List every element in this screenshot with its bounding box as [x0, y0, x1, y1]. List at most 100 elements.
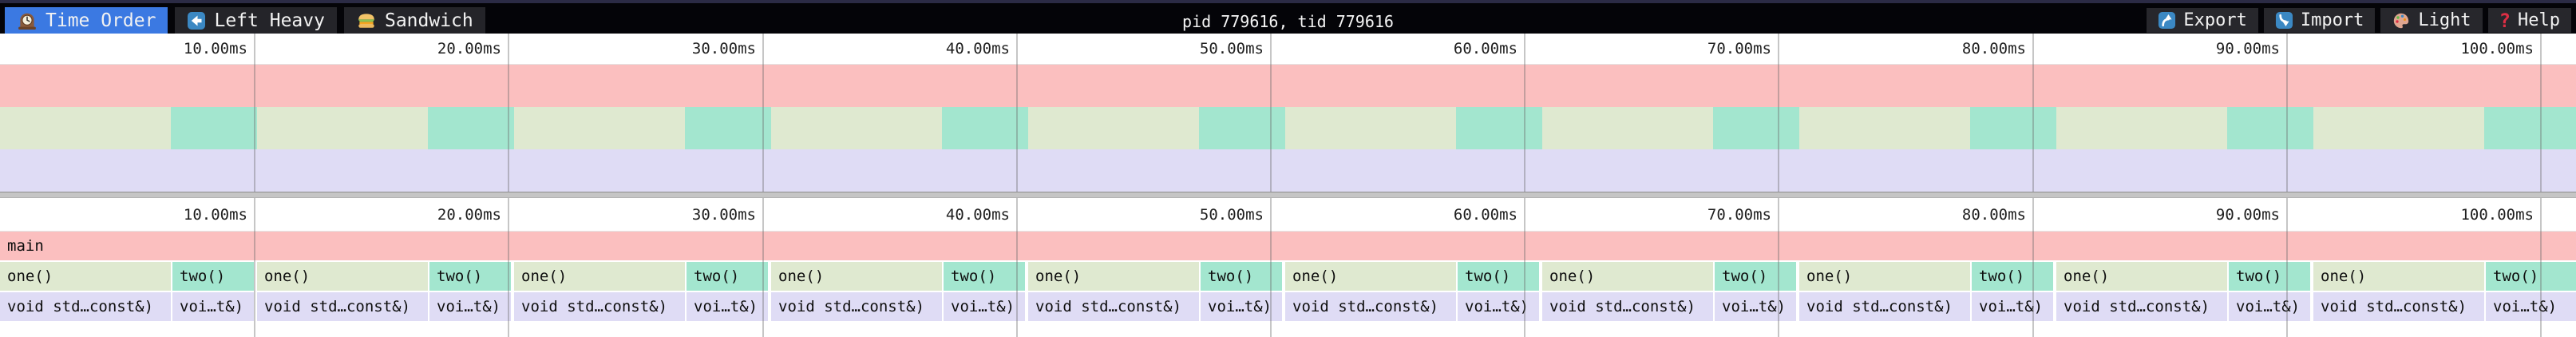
- frame-one[interactable]: one(): [771, 262, 942, 291]
- frame-one-label: one(): [7, 268, 53, 285]
- frame-one-child[interactable]: void std…const&): [771, 292, 942, 321]
- minimap-frame-one[interactable]: [1028, 107, 1199, 149]
- frame-two[interactable]: two(): [944, 262, 1025, 291]
- minimap-frame-two[interactable]: [428, 107, 514, 149]
- frame-two[interactable]: two(): [1715, 262, 1796, 291]
- frame-two-child[interactable]: voi…t&): [429, 292, 511, 321]
- frame-one-child[interactable]: void std…const&): [257, 292, 428, 321]
- minimap-frame-two[interactable]: [2484, 107, 2576, 149]
- minimap[interactable]: 10.00ms 20.00ms 30.00ms 40.00ms 50.00ms 60.00…: [0, 34, 2576, 192]
- ruler-tick-label: 70.00ms: [1707, 40, 1771, 57]
- frame-two-child[interactable]: voi…t&): [2229, 292, 2310, 321]
- question-mark-icon: ?: [2499, 9, 2511, 32]
- minimap-row-main[interactable]: [0, 65, 2576, 107]
- minimap-frame-one[interactable]: [1542, 107, 1713, 149]
- frame-two-label: two(): [1465, 268, 1511, 285]
- frame-one-label: one(): [2321, 268, 2367, 285]
- frame-two[interactable]: two(): [2229, 262, 2310, 291]
- frame-one-child[interactable]: void std…const&): [2056, 292, 2227, 321]
- minimap-row-one-two[interactable]: [0, 107, 2576, 149]
- minimap-frame-one[interactable]: [2056, 107, 2227, 149]
- frame-one-label: one(): [1035, 268, 1082, 285]
- ruler-tick-label: 90.00ms: [2215, 40, 2280, 57]
- ruler-tick-label: 100.00ms: [2460, 206, 2534, 224]
- frame-one[interactable]: one(): [0, 262, 171, 291]
- frame-two-child-label: voi…t&): [437, 298, 501, 315]
- frame-one[interactable]: one(): [514, 262, 685, 291]
- tab-label: Time Order: [46, 10, 156, 31]
- frame-two[interactable]: two(): [1972, 262, 2053, 291]
- frame-two[interactable]: two(): [1201, 262, 1282, 291]
- frame-two[interactable]: two(): [172, 262, 254, 291]
- frame-two-child[interactable]: voi…t&): [1715, 292, 1796, 321]
- frame-two-label: two(): [694, 268, 740, 285]
- frame-one-child-label: void std…const&): [2321, 298, 2467, 315]
- minimap-frame-one[interactable]: [771, 107, 942, 149]
- minimap-frame-one[interactable]: [1799, 107, 1970, 149]
- frame-one[interactable]: one(): [2056, 262, 2227, 291]
- minimap-frame-two[interactable]: [1456, 107, 1542, 149]
- frame-one-child-label: void std…const&): [2064, 298, 2210, 315]
- frame-one[interactable]: one(): [2313, 262, 2484, 291]
- gridline: [508, 34, 509, 192]
- frame-two[interactable]: two(): [429, 262, 511, 291]
- gridline: [2286, 34, 2288, 192]
- ruler-tick-label: 100.00ms: [2460, 40, 2534, 57]
- frame-two-label: two(): [180, 268, 226, 285]
- minimap-frame-one[interactable]: [1285, 107, 1456, 149]
- ruler-tick-label: 10.00ms: [183, 206, 247, 224]
- frame-two-child[interactable]: voi…t&): [1972, 292, 2053, 321]
- clock-icon: [17, 10, 38, 31]
- frame-one[interactable]: one(): [1285, 262, 1456, 291]
- frame-one[interactable]: one(): [1799, 262, 1970, 291]
- minimap-frame-one[interactable]: [2313, 107, 2484, 149]
- minimap-frame-two[interactable]: [1970, 107, 2056, 149]
- resize-divider[interactable]: [0, 192, 2576, 198]
- frame-one[interactable]: one(): [1542, 262, 1713, 291]
- import-button[interactable]: Import: [2263, 8, 2376, 33]
- minimap-frame-two[interactable]: [942, 107, 1028, 149]
- frame-two-label: two(): [2493, 268, 2539, 285]
- frame-two[interactable]: two(): [1458, 262, 1539, 291]
- minimap-frame-one[interactable]: [514, 107, 685, 149]
- theme-button[interactable]: Light: [2380, 8, 2483, 33]
- help-button[interactable]: ? Help: [2487, 8, 2571, 33]
- frame-two[interactable]: two(): [687, 262, 768, 291]
- minimap-frame-one[interactable]: [0, 107, 171, 149]
- flamechart[interactable]: 10.00ms 20.00ms 30.00ms 40.00ms 50.00ms 60.00…: [0, 198, 2576, 337]
- tab-left-heavy[interactable]: Left Heavy: [175, 7, 337, 34]
- frame-main[interactable]: main: [0, 232, 2576, 260]
- tab-sandwich[interactable]: Sandwich: [343, 7, 485, 34]
- frame-one-child-label: void std…const&): [264, 298, 411, 315]
- frame-one-child[interactable]: void std…const&): [0, 292, 171, 321]
- minimap-frame-two[interactable]: [2227, 107, 2313, 149]
- frame-two-child[interactable]: voi…t&): [2486, 292, 2576, 321]
- minimap-frame-main[interactable]: [0, 65, 2576, 107]
- frame-one-child-label: void std…const&): [1035, 298, 1182, 315]
- frame-one[interactable]: one(): [257, 262, 428, 291]
- frame-one[interactable]: one(): [1028, 262, 1199, 291]
- frame-one-child[interactable]: void std…const&): [2313, 292, 2484, 321]
- minimap-frame-two[interactable]: [171, 107, 257, 149]
- minimap-frame-two[interactable]: [1199, 107, 1285, 149]
- frame-two[interactable]: two(): [2486, 262, 2576, 291]
- frame-one-child[interactable]: void std…const&): [1542, 292, 1713, 321]
- tab-time-order[interactable]: Time Order: [5, 7, 168, 34]
- minimap-frame-children[interactable]: [0, 149, 2576, 192]
- frame-one-child[interactable]: void std…const&): [1285, 292, 1456, 321]
- frame-one-child-label: void std…const&): [521, 298, 668, 315]
- frame-one-child[interactable]: void std…const&): [1799, 292, 1970, 321]
- export-button[interactable]: Export: [2147, 8, 2258, 33]
- frame-two-child[interactable]: voi…t&): [1458, 292, 1539, 321]
- minimap-frame-two[interactable]: [1713, 107, 1799, 149]
- minimap-frame-two[interactable]: [685, 107, 771, 149]
- frame-two-child[interactable]: voi…t&): [944, 292, 1025, 321]
- frame-two-child[interactable]: voi…t&): [172, 292, 254, 321]
- frame-one-child[interactable]: void std…const&): [1028, 292, 1199, 321]
- frame-two-child[interactable]: voi…t&): [1201, 292, 1282, 321]
- frame-two-child[interactable]: voi…t&): [687, 292, 768, 321]
- minimap-row-children[interactable]: [0, 149, 2576, 192]
- ruler-tick-label: 70.00ms: [1707, 206, 1771, 224]
- minimap-frame-one[interactable]: [257, 107, 428, 149]
- frame-one-child[interactable]: void std…const&): [514, 292, 685, 321]
